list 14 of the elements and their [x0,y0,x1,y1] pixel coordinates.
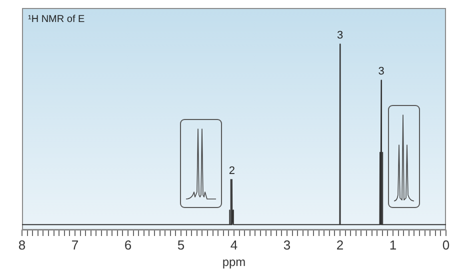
x-tick-label: 1 [389,237,397,252]
annotation: 3 [336,30,344,42]
chart-title: ¹H NMR of E [28,14,85,25]
x-tick-label: 7 [71,237,79,252]
x-tick-label: 5 [177,237,185,252]
annotation: 2 [228,164,235,177]
x-tick-label: 3 [283,237,291,252]
x-tick-label: 6 [124,237,132,252]
x-tick-label: 0 [442,237,450,252]
x-tick-label: 2 [336,237,344,252]
x-tick-label: 4 [230,237,238,252]
x-tick-label: 8 [18,237,26,252]
annotation: 3 [378,66,384,78]
x-axis-title: ppm [222,255,246,270]
